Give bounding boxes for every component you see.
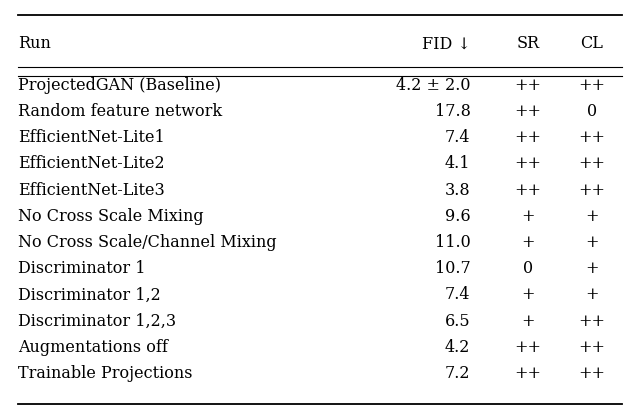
Text: +: + [585,287,599,303]
Text: ++: ++ [579,129,605,146]
Text: 0: 0 [523,260,533,277]
Text: 4.2 ± 2.0: 4.2 ± 2.0 [396,77,470,94]
Text: +: + [521,234,535,251]
Text: EfficientNet-Lite1: EfficientNet-Lite1 [18,129,164,146]
Text: 6.5: 6.5 [445,313,470,329]
Text: CL: CL [580,35,604,52]
Text: No Cross Scale Mixing: No Cross Scale Mixing [18,208,204,225]
Text: Run: Run [18,35,51,52]
Text: ++: ++ [579,339,605,356]
Text: 7.2: 7.2 [445,365,470,382]
Text: EfficientNet-Lite3: EfficientNet-Lite3 [18,182,164,198]
Text: ++: ++ [515,365,541,382]
Text: Trainable Projections: Trainable Projections [18,365,193,382]
Text: +: + [521,287,535,303]
Text: FID ↓: FID ↓ [422,35,470,52]
Text: Augmentations off: Augmentations off [18,339,168,356]
Text: 10.7: 10.7 [435,260,470,277]
Text: ProjectedGAN (Baseline): ProjectedGAN (Baseline) [18,77,221,94]
Text: Discriminator 1,2: Discriminator 1,2 [18,287,161,303]
Text: 7.4: 7.4 [445,287,470,303]
Text: +: + [585,260,599,277]
Text: 11.0: 11.0 [435,234,470,251]
Text: ++: ++ [515,339,541,356]
Text: +: + [521,313,535,329]
Text: +: + [585,208,599,225]
Text: +: + [521,208,535,225]
Text: SR: SR [516,35,540,52]
Text: ++: ++ [515,77,541,94]
Text: Discriminator 1: Discriminator 1 [18,260,145,277]
Text: ++: ++ [579,313,605,329]
Text: ++: ++ [579,77,605,94]
Text: +: + [585,234,599,251]
Text: ++: ++ [515,103,541,120]
Text: 4.2: 4.2 [445,339,470,356]
Text: 7.4: 7.4 [445,129,470,146]
Text: Discriminator 1,2,3: Discriminator 1,2,3 [18,313,176,329]
Text: Random feature network: Random feature network [18,103,222,120]
Text: 4.1: 4.1 [445,156,470,172]
Text: EfficientNet-Lite2: EfficientNet-Lite2 [18,156,164,172]
Text: ++: ++ [515,156,541,172]
Text: ++: ++ [579,182,605,198]
Text: 17.8: 17.8 [435,103,470,120]
Text: 3.8: 3.8 [445,182,470,198]
Text: ++: ++ [579,365,605,382]
Text: No Cross Scale/Channel Mixing: No Cross Scale/Channel Mixing [18,234,276,251]
Text: ++: ++ [579,156,605,172]
Text: ++: ++ [515,129,541,146]
Text: 9.6: 9.6 [445,208,470,225]
Text: 0: 0 [587,103,597,120]
Text: ++: ++ [515,182,541,198]
